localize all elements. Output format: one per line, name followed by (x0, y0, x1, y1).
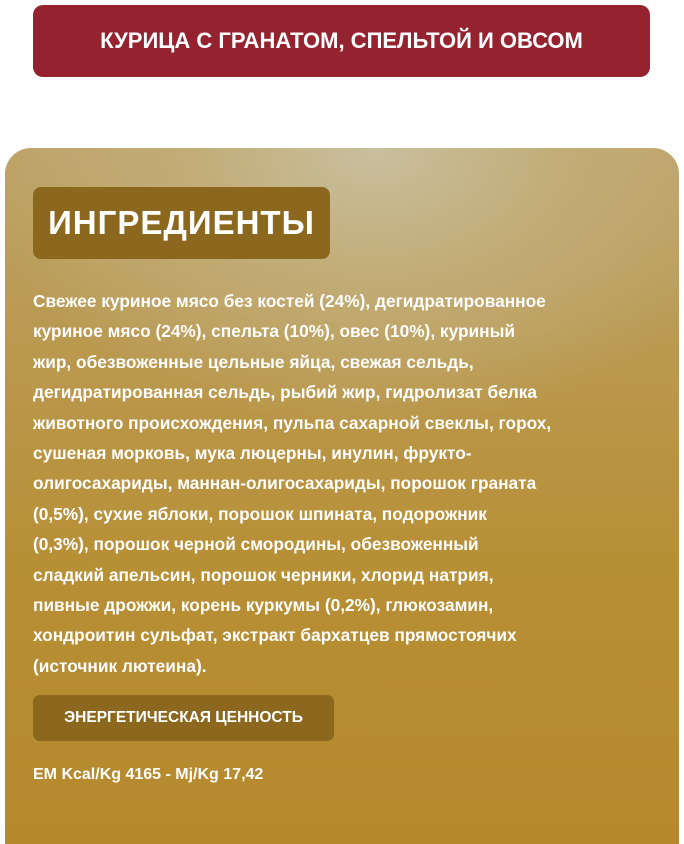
ingredients-line: Свежее куриное мясо без костей (24%), де… (33, 291, 546, 311)
ingredients-line: животного происхождения, пульпа сахарной… (33, 412, 552, 433)
ingredients-line: (0,3%), порошок черной смородины, обезво… (33, 534, 479, 555)
ingredients-line: сушеная морковь, мука люцерны, инулин, ф… (33, 442, 472, 463)
ingredients-line: (источник лютеина). (33, 655, 207, 676)
ingredients-line: хондроитин сульфат, экстракт бархатцев п… (33, 625, 517, 646)
ingredients-line: дегидратированная сельдь, рыбий жир, гид… (33, 382, 538, 403)
ingredients-line: куриное мясо (24%), спельта (10%), овес … (33, 321, 515, 342)
title-button[interactable]: КУРИЦА С ГРАНАТОМ, СПЕЛЬТОЙ И ОВСОМ (33, 5, 650, 77)
ingredients-line: жир, обезвоженные цельные яйца, свежая с… (33, 351, 474, 372)
energy-heading: ЭНЕРГЕТИЧЕСКАЯ ЦЕННОСТЬ (33, 695, 334, 741)
ingredients-text: Свежее куриное мясо без костей (24%), де… (33, 286, 551, 681)
ingredients-line: (0,5%), сухие яблоки, порошок шпината, п… (33, 503, 487, 524)
ingredients-line: пивные дрожжи, корень куркумы (0,2%), гл… (33, 594, 494, 615)
info-card: ИНГРЕДИЕНТЫ Свежее куриное мясо без кост… (5, 148, 679, 844)
ingredients-line: олигосахариды, маннан-олигосахариды, пор… (33, 473, 537, 494)
energy-text: EM Kcal/Kg 4165 - Mj/Kg 17,42 (33, 766, 264, 783)
ingredients-heading: ИНГРЕДИЕНТЫ (33, 187, 330, 259)
ingredients-line: сладкий апельсин, порошок черники, хлори… (33, 564, 494, 585)
